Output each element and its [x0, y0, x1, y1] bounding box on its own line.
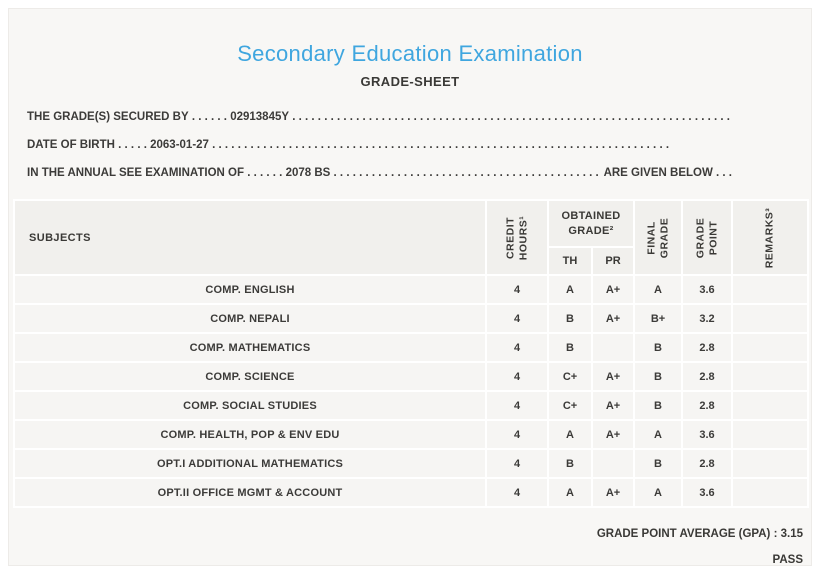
credit-cell: 4: [487, 305, 547, 333]
final-grade-cell: A: [635, 421, 681, 449]
pr-grade-cell: A+: [593, 276, 633, 304]
subject-cell: COMP. HEALTH, POP & ENV EDU: [15, 421, 485, 449]
credit-cell: 4: [487, 479, 547, 507]
header-row-2: TH PR: [15, 247, 807, 275]
grade-point-header: GRADE POINT: [683, 201, 731, 275]
pr-grade-cell: [593, 450, 633, 478]
final-grade-cell: B: [635, 392, 681, 420]
info-line-date-of-birth: DATE OF BIRTH . . . . . 2063-01-27 . . .…: [27, 131, 719, 159]
secured-by-lead-dots: . . . . . .: [188, 111, 231, 124]
gpa-summary: GRADE POINT AVERAGE (GPA) : 3.15: [596, 528, 803, 541]
th-grade-cell: B: [549, 305, 591, 333]
remarks-cell: [733, 363, 807, 391]
table-row: COMP. MATHEMATICS 4 B B 2.8: [15, 334, 807, 362]
exam-year-tail-dots: . . . . . . . . . . . . . . . . . . . . …: [333, 167, 599, 180]
th-grade-cell: C+: [549, 392, 591, 420]
final-grade-cell: A: [635, 276, 681, 304]
final-grade-cell: B: [635, 363, 681, 391]
dob-tail-dots: . . . . . . . . . . . . . . . . . . . . …: [208, 139, 673, 152]
pr-grade-cell: A+: [593, 363, 633, 391]
credit-cell: 4: [487, 392, 547, 420]
exam-year-trail-label: ARE GIVEN BELOW . . .: [600, 167, 732, 180]
footer: GRADE POINT AVERAGE (GPA) : 3.15 PASS: [9, 528, 811, 566]
dob-lead-dots: . . . . .: [114, 139, 151, 152]
th-grade-cell: B: [549, 334, 591, 362]
header-row-1: SUBJECTS CREDIT HOURS¹ OBTAINED GRADE² F…: [15, 201, 807, 275]
remarks-cell: [733, 421, 807, 449]
subject-cell: COMP. SCIENCE: [15, 363, 485, 391]
subject-cell: COMP. SOCIAL STUDIES: [15, 392, 485, 420]
secured-by-label: THE GRADE(S) SECURED BY: [27, 111, 189, 124]
table-row: COMP. NEPALI 4 B A+ B+ 3.2: [15, 305, 807, 333]
grade-point-cell: 2.8: [683, 334, 731, 362]
grade-point-cell: 2.8: [683, 392, 731, 420]
page-title: Secondary Education Examination: [237, 41, 583, 66]
grade-point-cell: 2.8: [683, 363, 731, 391]
grade-point-cell: 3.6: [683, 479, 731, 507]
pr-grade-cell: [593, 334, 633, 362]
symbol-number-value: 02913845Y: [230, 111, 290, 124]
th-subheader: TH: [549, 247, 591, 275]
obtained-grade-header: OBTAINED GRADE²: [549, 201, 633, 246]
remarks-cell: [733, 392, 807, 420]
pr-grade-cell: A+: [593, 479, 633, 507]
exam-year-label: IN THE ANNUAL SEE EXAMINATION OF: [27, 167, 245, 180]
credit-cell: 4: [487, 363, 547, 391]
subject-cell: COMP. MATHEMATICS: [15, 334, 485, 362]
info-line-secured-by: THE GRADE(S) SECURED BY . . . . . . 0291…: [27, 103, 733, 131]
credit-cell: 4: [487, 450, 547, 478]
pr-subheader: PR: [593, 247, 633, 275]
remarks-cell: [733, 450, 807, 478]
grade-point-cell: 2.8: [683, 450, 731, 478]
grades-table: SUBJECTS CREDIT HOURS¹ OBTAINED GRADE² F…: [13, 199, 809, 509]
remarks-header: REMARKS³: [733, 201, 807, 275]
dob-label: DATE OF BIRTH: [27, 139, 115, 152]
credit-cell: 4: [487, 334, 547, 362]
th-grade-cell: C+: [549, 363, 591, 391]
subject-cell: OPT.I ADDITIONAL MATHEMATICS: [15, 450, 485, 478]
table-row: COMP. SOCIAL STUDIES 4 C+ A+ B 2.8: [15, 392, 807, 420]
page-subtitle: GRADE-SHEET: [360, 74, 460, 90]
exam-year-value: 2078 BS: [285, 167, 331, 180]
grade-sheet-card: Secondary Education Examination GRADE-SH…: [8, 8, 812, 566]
credit-cell: 4: [487, 421, 547, 449]
table-row: OPT.I ADDITIONAL MATHEMATICS 4 B B 2.8: [15, 450, 807, 478]
remarks-cell: [733, 276, 807, 304]
subject-cell: COMP. NEPALI: [15, 305, 485, 333]
exam-year-lead-dots: . . . . . .: [244, 167, 286, 180]
credit-cell: 4: [487, 276, 547, 304]
th-grade-cell: A: [549, 479, 591, 507]
pr-grade-cell: A+: [593, 421, 633, 449]
final-grade-cell: A: [635, 479, 681, 507]
table-row: COMP. HEALTH, POP & ENV EDU 4 A A+ A 3.6: [15, 421, 807, 449]
final-grade-header: FINAL GRADE: [635, 201, 681, 275]
info-line-exam-year: IN THE ANNUAL SEE EXAMINATION OF . . . .…: [27, 159, 732, 187]
remarks-cell: [733, 479, 807, 507]
secured-by-tail-dots: . . . . . . . . . . . . . . . . . . . . …: [289, 111, 733, 124]
th-grade-cell: A: [549, 421, 591, 449]
grade-point-cell: 3.6: [683, 421, 731, 449]
subject-cell: COMP. ENGLISH: [15, 276, 485, 304]
remarks-cell: [733, 334, 807, 362]
final-grade-cell: B: [635, 334, 681, 362]
grade-point-cell: 3.6: [683, 276, 731, 304]
result-status: PASS: [772, 554, 803, 566]
final-grade-cell: B: [635, 450, 681, 478]
table-row: COMP. ENGLISH 4 A A+ A 3.6: [15, 276, 807, 304]
candidate-info: THE GRADE(S) SECURED BY . . . . . . 0291…: [9, 103, 811, 187]
credit-hours-header: CREDIT HOURS¹: [487, 201, 547, 275]
pr-grade-cell: A+: [593, 392, 633, 420]
pr-grade-cell: A+: [593, 305, 633, 333]
dob-value: 2063-01-27: [150, 139, 209, 152]
table-row: COMP. SCIENCE 4 C+ A+ B 2.8: [15, 363, 807, 391]
subject-cell: OPT.II OFFICE MGMT & ACCOUNT: [15, 479, 485, 507]
table-row: OPT.II OFFICE MGMT & ACCOUNT 4 A A+ A 3.…: [15, 479, 807, 507]
subjects-header: SUBJECTS: [15, 201, 485, 275]
remarks-cell: [733, 305, 807, 333]
th-grade-cell: A: [549, 276, 591, 304]
final-grade-cell: B+: [635, 305, 681, 333]
th-grade-cell: B: [549, 450, 591, 478]
grade-point-cell: 3.2: [683, 305, 731, 333]
